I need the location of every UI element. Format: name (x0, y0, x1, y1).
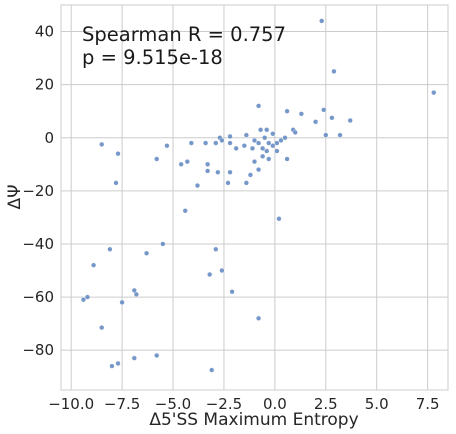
scatter-point (116, 151, 121, 156)
scatter-point (270, 131, 275, 136)
scatter-point (348, 118, 353, 123)
p-value-annotation: p = 9.515e-18 (82, 46, 223, 69)
scatter-point (209, 368, 214, 373)
scatter-point (207, 272, 212, 277)
scatter-point (91, 263, 96, 268)
y-tick-labels: 40 20 0 −20 −40 −60 −80 (22, 23, 54, 360)
scatter-point (99, 142, 104, 147)
scatter-point (242, 143, 247, 148)
scatter-point (277, 216, 282, 221)
scatter-point (252, 159, 257, 164)
x-tick-label: 5.0 (365, 395, 389, 413)
x-tick-label: 7.5 (416, 395, 440, 413)
scatter-point (285, 109, 290, 114)
scatter-point (116, 361, 121, 366)
scatter-point (264, 127, 269, 132)
y-tick-label: 0 (44, 129, 54, 147)
scatter-point (160, 242, 165, 247)
scatter-point (213, 247, 218, 252)
x-tick-label: −7.5 (104, 395, 140, 413)
scatter-point (189, 141, 194, 146)
scatter-point (179, 162, 184, 167)
scatter-point (213, 141, 218, 146)
scatter-point (132, 356, 137, 361)
scatter-point (244, 180, 249, 185)
scatter-point (154, 157, 159, 162)
scatter-point (256, 141, 261, 146)
scatter-point (226, 180, 231, 185)
scatter-point (262, 135, 267, 140)
y-tick-label: −40 (22, 235, 54, 253)
scatter-point (215, 170, 220, 175)
scatter-point (220, 268, 225, 273)
x-axis-label: Δ5'SS Maximum Entropy (149, 410, 358, 430)
scatter-point (230, 289, 235, 294)
scatter-point (107, 247, 112, 252)
scatter-point (165, 143, 170, 148)
scatter-point (313, 119, 318, 124)
scatter-point (183, 208, 188, 213)
x-tick-label: −10.0 (48, 395, 94, 413)
scatter-point (256, 103, 261, 108)
spearman-annotation: Spearman R = 0.757 (82, 23, 286, 46)
scatter-point (319, 19, 324, 24)
scatter-point (205, 169, 210, 174)
scatter-point (323, 133, 328, 138)
y-tick-label: −20 (22, 182, 54, 200)
scatter-point (195, 183, 200, 188)
scatter-point (185, 159, 190, 164)
scatter-point (110, 364, 115, 369)
scatter-point (270, 143, 275, 148)
y-axis-label: ΔΨ (5, 184, 25, 209)
scatter-point (275, 149, 280, 154)
scatter-point (332, 69, 337, 74)
scatter-point (266, 157, 271, 162)
scatter-point (256, 316, 261, 321)
scatter-point (220, 138, 225, 143)
scatter-point (244, 133, 249, 138)
scatter-point (285, 157, 290, 162)
scatter-point (234, 146, 239, 151)
scatter-point (134, 292, 139, 297)
scatter-point (99, 325, 104, 330)
scatter-point (431, 90, 436, 95)
scatter-point (203, 141, 208, 146)
scatter-point (250, 146, 255, 151)
scatter-point (338, 133, 343, 138)
y-tick-label: −80 (22, 341, 54, 359)
scatter-point (228, 170, 233, 175)
y-tick-label: 40 (35, 23, 54, 41)
scatter-point (299, 111, 304, 116)
scatter-point (256, 167, 261, 172)
y-tick-label: 20 (35, 76, 54, 94)
scatter-point (228, 134, 233, 139)
scatter-point (228, 141, 233, 146)
scatter-point (120, 300, 125, 305)
scatter-point (293, 130, 298, 135)
scatter-point (258, 127, 263, 132)
y-tick-label: −60 (22, 288, 54, 306)
scatter-point (264, 149, 269, 154)
scatter-point (144, 251, 149, 256)
scatter-point (81, 297, 86, 302)
scatter-point (260, 154, 265, 159)
scatter-point (248, 173, 253, 178)
scatter-point (330, 115, 335, 120)
scatter-point (154, 353, 159, 358)
scatter-point (114, 180, 119, 185)
scatter-point (321, 107, 326, 112)
scatter-point (205, 162, 210, 167)
